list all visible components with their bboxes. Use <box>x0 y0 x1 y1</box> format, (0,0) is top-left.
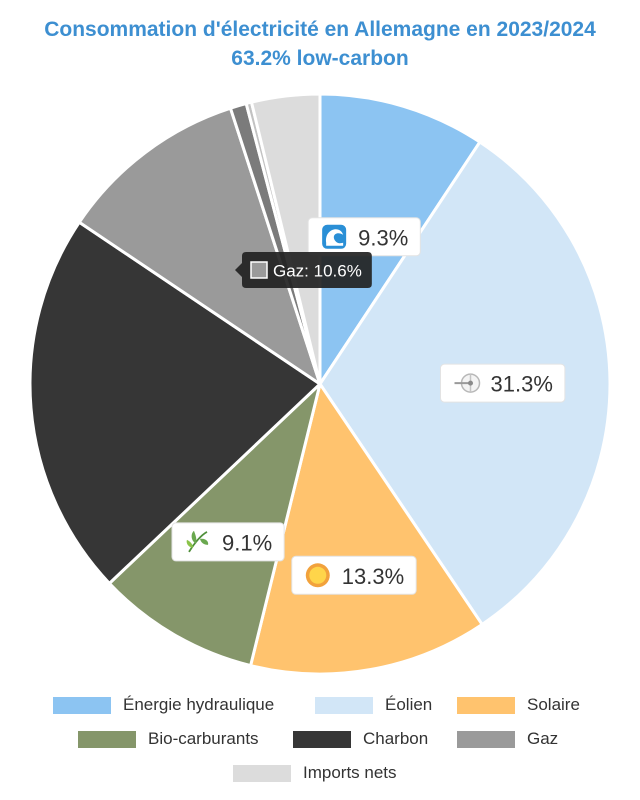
tooltip-swatch <box>250 261 268 279</box>
legend-swatch <box>457 730 515 748</box>
legend-swatch <box>233 764 291 782</box>
legend-swatch <box>315 696 373 714</box>
legend-swatch <box>53 696 111 714</box>
legend-item-charbon[interactable]: Charbon <box>293 728 428 750</box>
chart-tooltip: Gaz: 10.6% <box>235 252 372 288</box>
chart-title: Consommation d'électricité en Allemagne … <box>44 18 596 41</box>
legend-item-solaire[interactable]: Solaire <box>457 694 580 716</box>
tooltip-text: Gaz: 10.6% <box>273 262 362 281</box>
legend-label: Solaire <box>527 695 580 714</box>
legend-label: Charbon <box>363 729 429 748</box>
data-label-solaire: 13.3% <box>291 555 417 595</box>
legend-item-bio-carburants[interactable]: Bio-carburants <box>78 728 259 750</box>
data-label-energie-hydraulique: 9.3% <box>307 217 421 257</box>
legend-item-gaz[interactable]: Gaz <box>457 728 558 750</box>
data-label-text: 9.3% <box>358 225 408 250</box>
legend-label: Gaz <box>527 729 559 748</box>
pie-slice-gaz[interactable] <box>77 106 322 386</box>
legend-swatch <box>457 696 515 714</box>
data-label-text: 9.1% <box>222 530 272 555</box>
chart-legend: Énergie hydraulique Éolien Solaire Bio-carb… <box>0 690 640 790</box>
data-label-bio-carburants: 9.1% <box>171 522 285 562</box>
data-label-text: 31.3% <box>491 372 553 397</box>
hydro-wave-icon <box>322 224 347 249</box>
legend-label: Imports nets <box>303 763 397 782</box>
pie-slice-charbon[interactable] <box>28 220 322 585</box>
legend-label: Bio-carburants <box>148 729 259 748</box>
legend-item-energie-hydraulique[interactable]: Énergie hydraulique <box>53 694 274 716</box>
pie-chart[interactable]: 9.3% 31.3% 13.3% 9.1% Gaz: 10.6% <box>0 0 640 690</box>
sun-icon <box>305 563 330 588</box>
pie-slice-solaire[interactable] <box>249 382 484 676</box>
legend-swatch <box>293 730 351 748</box>
legend-swatch <box>78 730 136 748</box>
data-label-eolien: 31.3% <box>440 363 566 403</box>
data-label-text: 13.3% <box>342 564 404 589</box>
leaf-icon <box>186 530 209 553</box>
pie-slice-imports-nets[interactable] <box>249 92 322 386</box>
legend-label: Éolien <box>385 695 433 714</box>
wind-turbine-icon <box>454 373 481 393</box>
chart-subtitle: 63.2% low-carbon <box>231 47 409 70</box>
legend-label: Énergie hydraulique <box>123 695 275 714</box>
legend-item-eolien[interactable]: Éolien <box>315 694 432 716</box>
legend-item-imports-nets[interactable]: Imports nets <box>233 762 397 784</box>
